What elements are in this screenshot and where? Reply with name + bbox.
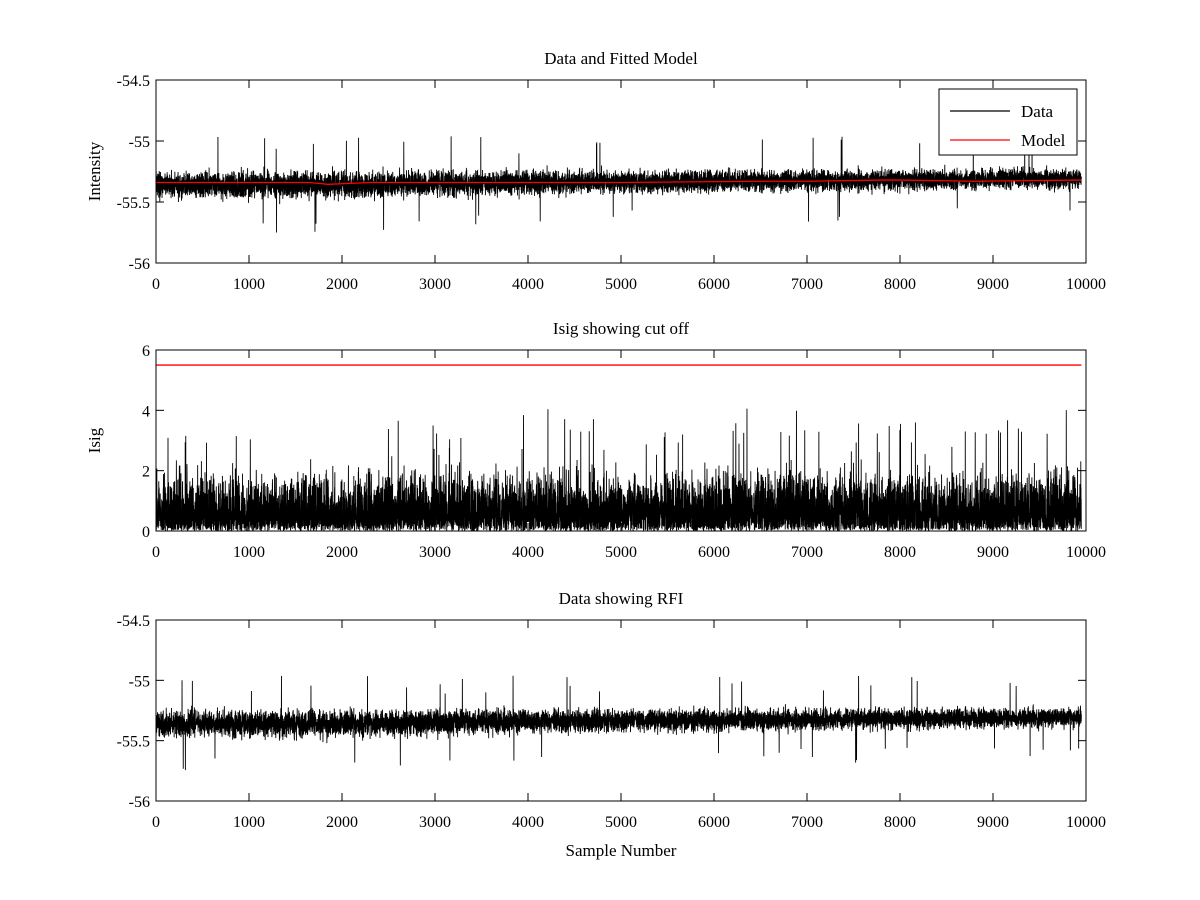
plot-area xyxy=(156,675,1082,771)
x-tick-label: 2000 xyxy=(326,814,358,831)
y-tick-label: -55.5 xyxy=(117,195,150,212)
y-tick-label: -55.5 xyxy=(117,734,150,751)
axes-box xyxy=(155,619,1087,802)
y-tick-label: -54.5 xyxy=(117,73,150,90)
x-tick-label: 3000 xyxy=(419,276,451,293)
x-tick-label: 3000 xyxy=(419,544,451,561)
legend-box xyxy=(938,88,1078,156)
subplot-3: 0 1000 2000 3000 4000 5000 6000 7000 8000 9000 100… xyxy=(117,589,1106,860)
x-tick-label: 8000 xyxy=(884,276,916,293)
x-tick-label: 7000 xyxy=(791,544,823,561)
y-axis-label: Intensity xyxy=(85,141,104,201)
x-tick-label: 9000 xyxy=(977,544,1009,561)
x-tick-label: 7000 xyxy=(791,814,823,831)
subplot-2: 0 1000 2000 3000 4000 5000 6000 7000 8000 9000 100… xyxy=(85,319,1106,561)
x-tick-label: 0 xyxy=(152,544,160,561)
y-tick-label: -55 xyxy=(129,134,150,151)
x-tick-label: 7000 xyxy=(791,276,823,293)
y-tick-label: -54.5 xyxy=(117,613,150,630)
x-tick-label: 1000 xyxy=(233,276,265,293)
x-tick-label: 6000 xyxy=(698,276,730,293)
legend-label-model: Model xyxy=(1021,131,1066,150)
x-tick-label: 5000 xyxy=(605,276,637,293)
subplot-title: Data and Fitted Model xyxy=(544,49,698,68)
y-tick-label: 2 xyxy=(142,464,150,481)
x-tick-label: 3000 xyxy=(419,814,451,831)
x-tick-label: 1000 xyxy=(233,544,265,561)
x-tick-label: 1000 xyxy=(233,814,265,831)
plot-area xyxy=(156,364,1082,531)
x-tick-label: 4000 xyxy=(512,276,544,293)
subplot-title: Isig showing cut off xyxy=(553,319,689,338)
data-series-line xyxy=(156,675,1082,771)
y-axis-label: Isig xyxy=(85,427,104,453)
x-tick-label: 2000 xyxy=(326,544,358,561)
x-tick-label: 6000 xyxy=(698,544,730,561)
x-tick-label: 2000 xyxy=(326,276,358,293)
x-tick-label: 9000 xyxy=(977,276,1009,293)
model-series-line xyxy=(156,179,1082,185)
y-tick-label: -55 xyxy=(129,673,150,690)
y-tick-label: 6 xyxy=(142,343,150,360)
isig-series-line xyxy=(156,408,1082,531)
legend: Data Model xyxy=(938,88,1078,156)
y-tick-label: 0 xyxy=(142,524,150,541)
x-tick-label: 5000 xyxy=(605,814,637,831)
x-tick-label: 9000 xyxy=(977,814,1009,831)
y-tick-label: -56 xyxy=(129,256,150,273)
x-tick-label: 8000 xyxy=(884,544,916,561)
x-tick-label: 0 xyxy=(152,814,160,831)
subplot-title: Data showing RFI xyxy=(559,589,684,608)
x-tick-label: 10000 xyxy=(1066,276,1106,293)
y-tick-label: 4 xyxy=(142,403,150,420)
y-tick-label: -56 xyxy=(129,794,150,811)
x-tick-label: 6000 xyxy=(698,814,730,831)
x-tick-label: 5000 xyxy=(605,544,637,561)
x-tick-label: 4000 xyxy=(512,814,544,831)
x-tick-label: 10000 xyxy=(1066,814,1106,831)
plot-area xyxy=(156,136,1082,233)
x-axis-label: Sample Number xyxy=(566,841,677,860)
x-tick-label: 0 xyxy=(152,276,160,293)
x-tick-label: 10000 xyxy=(1066,544,1106,561)
legend-label-data: Data xyxy=(1021,102,1054,121)
x-tick-label: 8000 xyxy=(884,814,916,831)
subplot-1: 0 1000 2000 3000 4000 5000 6000 7000 8000 9000 100… xyxy=(85,49,1106,293)
x-tick-label: 4000 xyxy=(512,544,544,561)
